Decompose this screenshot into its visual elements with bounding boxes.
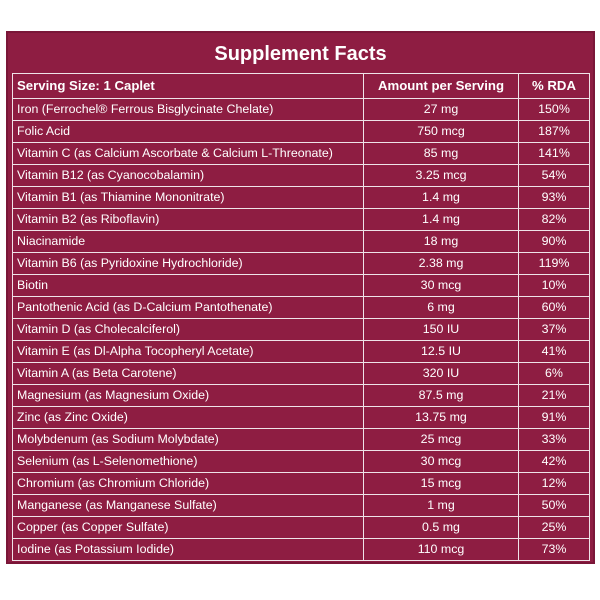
nutrient-rda: 141% bbox=[518, 142, 590, 165]
nutrient-amount: 3.25 mcg bbox=[363, 164, 519, 187]
nutrient-amount: 27 mg bbox=[363, 98, 519, 121]
nutrient-amount: 320 IU bbox=[363, 362, 519, 385]
nutrient-amount: 0.5 mg bbox=[363, 516, 519, 539]
nutrient-name: Vitamin C (as Calcium Ascorbate & Calciu… bbox=[12, 142, 364, 165]
nutrient-rda: 54% bbox=[518, 164, 590, 187]
nutrient-amount: 18 mg bbox=[363, 230, 519, 253]
nutrient-name: Vitamin E (as Dl-Alpha Tocopheryl Acetat… bbox=[12, 340, 364, 363]
nutrient-amount: 12.5 IU bbox=[363, 340, 519, 363]
nutrient-amount: 30 mcg bbox=[363, 274, 519, 297]
amount-per-serving-header: Amount per Serving bbox=[363, 73, 519, 99]
table-row: Vitamin E (as Dl-Alpha Tocopheryl Acetat… bbox=[12, 340, 590, 363]
nutrient-amount: 6 mg bbox=[363, 296, 519, 319]
table-row: Molybdenum (as Sodium Molybdate) 25 mcg 33… bbox=[12, 428, 590, 451]
nutrient-amount: 85 mg bbox=[363, 142, 519, 165]
nutrient-rda: 119% bbox=[518, 252, 590, 275]
nutrient-rda: 187% bbox=[518, 120, 590, 143]
table-row: Iron (Ferrochel® Ferrous Bisglycinate Ch… bbox=[12, 98, 590, 121]
nutrient-name: Vitamin B2 (as Riboflavin) bbox=[12, 208, 364, 231]
nutrient-amount: 110 mcg bbox=[363, 538, 519, 561]
nutrient-rda: 33% bbox=[518, 428, 590, 451]
table-row: Zinc (as Zinc Oxide) 13.75 mg 91% bbox=[12, 406, 590, 429]
nutrient-rda: 25% bbox=[518, 516, 590, 539]
panel-title: Supplement Facts bbox=[214, 43, 387, 65]
table-row: Vitamin B1 (as Thiamine Mononitrate) 1.4 … bbox=[12, 186, 590, 209]
nutrient-name: Vitamin B1 (as Thiamine Mononitrate) bbox=[12, 186, 364, 209]
nutrient-amount: 15 mcg bbox=[363, 472, 519, 495]
nutrient-name: Copper (as Copper Sulfate) bbox=[12, 516, 364, 539]
table-header-row: Serving Size: 1 Caplet Amount per Servin… bbox=[12, 73, 590, 99]
table-row: Vitamin B2 (as Riboflavin) 1.4 mg 82% bbox=[12, 208, 590, 231]
nutrient-name: Vitamin D (as Cholecalciferol) bbox=[12, 318, 364, 341]
nutrient-amount: 1 mg bbox=[363, 494, 519, 517]
nutrient-name: Manganese (as Manganese Sulfate) bbox=[12, 494, 364, 517]
nutrient-amount: 150 IU bbox=[363, 318, 519, 341]
nutrient-rda: 93% bbox=[518, 186, 590, 209]
nutrient-rda: 21% bbox=[518, 384, 590, 407]
nutrient-rda: 42% bbox=[518, 450, 590, 473]
nutrient-name: Chromium (as Chromium Chloride) bbox=[12, 472, 364, 495]
table-row: Selenium (as L-Selenomethione) 30 mcg 42% bbox=[12, 450, 590, 473]
nutrient-rda: 6% bbox=[518, 362, 590, 385]
nutrient-name: Iron (Ferrochel® Ferrous Bisglycinate Ch… bbox=[12, 98, 364, 121]
nutrient-rda: 60% bbox=[518, 296, 590, 319]
nutrient-rda: 41% bbox=[518, 340, 590, 363]
nutrient-name: Selenium (as L-Selenomethione) bbox=[12, 450, 364, 473]
nutrient-amount: 1.4 mg bbox=[363, 208, 519, 231]
nutrient-amount: 2.38 mg bbox=[363, 252, 519, 275]
rda-header: % RDA bbox=[518, 73, 590, 99]
nutrient-name: Zinc (as Zinc Oxide) bbox=[12, 406, 364, 429]
nutrient-name: Iodine (as Potassium Iodide) bbox=[12, 538, 364, 561]
table-row: Biotin 30 mcg 10% bbox=[12, 274, 590, 297]
supplement-facts-table: Serving Size: 1 Caplet Amount per Servin… bbox=[12, 73, 590, 561]
supplement-facts-panel: Supplement Facts Serving Size: 1 Caplet … bbox=[6, 31, 595, 564]
table-row: Vitamin B12 (as Cyanocobalamin) 3.25 mcg 5… bbox=[12, 164, 590, 187]
nutrient-name: Biotin bbox=[12, 274, 364, 297]
table-row: Folic Acid 750 mcg 187% bbox=[12, 120, 590, 143]
nutrient-rda: 12% bbox=[518, 472, 590, 495]
table-row: Iodine (as Potassium Iodide) 110 mcg 73% bbox=[12, 538, 590, 561]
nutrient-amount: 87.5 mg bbox=[363, 384, 519, 407]
nutrient-name: Niacinamide bbox=[12, 230, 364, 253]
nutrient-rda: 10% bbox=[518, 274, 590, 297]
nutrient-amount: 1.4 mg bbox=[363, 186, 519, 209]
nutrient-rda: 150% bbox=[518, 98, 590, 121]
table-body: Iron (Ferrochel® Ferrous Bisglycinate Ch… bbox=[12, 98, 590, 561]
nutrient-rda: 50% bbox=[518, 494, 590, 517]
nutrient-name: Pantothenic Acid (as D-Calcium Pantothen… bbox=[12, 296, 364, 319]
table-row: Magnesium (as Magnesium Oxide) 87.5 mg 21% bbox=[12, 384, 590, 407]
nutrient-name: Vitamin B6 (as Pyridoxine Hydrochloride) bbox=[12, 252, 364, 275]
nutrient-name: Magnesium (as Magnesium Oxide) bbox=[12, 384, 364, 407]
table-row: Vitamin A (as Beta Carotene) 320 IU 6% bbox=[12, 362, 590, 385]
nutrient-amount: 25 mcg bbox=[363, 428, 519, 451]
nutrient-rda: 37% bbox=[518, 318, 590, 341]
nutrient-rda: 82% bbox=[518, 208, 590, 231]
nutrient-name: Folic Acid bbox=[12, 120, 364, 143]
nutrient-name: Vitamin A (as Beta Carotene) bbox=[12, 362, 364, 385]
table-row: Vitamin D (as Cholecalciferol) 150 IU 37% bbox=[12, 318, 590, 341]
table-row: Manganese (as Manganese Sulfate) 1 mg 50% bbox=[12, 494, 590, 517]
nutrient-amount: 750 mcg bbox=[363, 120, 519, 143]
table-row: Niacinamide 18 mg 90% bbox=[12, 230, 590, 253]
nutrient-amount: 30 mcg bbox=[363, 450, 519, 473]
table-row: Vitamin B6 (as Pyridoxine Hydrochloride)… bbox=[12, 252, 590, 275]
table-row: Copper (as Copper Sulfate) 0.5 mg 25% bbox=[12, 516, 590, 539]
nutrient-amount: 13.75 mg bbox=[363, 406, 519, 429]
table-row: Vitamin C (as Calcium Ascorbate & Calciu… bbox=[12, 142, 590, 165]
nutrient-rda: 90% bbox=[518, 230, 590, 253]
nutrient-name: Molybdenum (as Sodium Molybdate) bbox=[12, 428, 364, 451]
nutrient-rda: 91% bbox=[518, 406, 590, 429]
nutrient-name: Vitamin B12 (as Cyanocobalamin) bbox=[12, 164, 364, 187]
table-row: Chromium (as Chromium Chloride) 15 mcg 12% bbox=[12, 472, 590, 495]
table-row: Pantothenic Acid (as D-Calcium Pantothen… bbox=[12, 296, 590, 319]
serving-size-header: Serving Size: 1 Caplet bbox=[12, 73, 364, 99]
nutrient-rda: 73% bbox=[518, 538, 590, 561]
